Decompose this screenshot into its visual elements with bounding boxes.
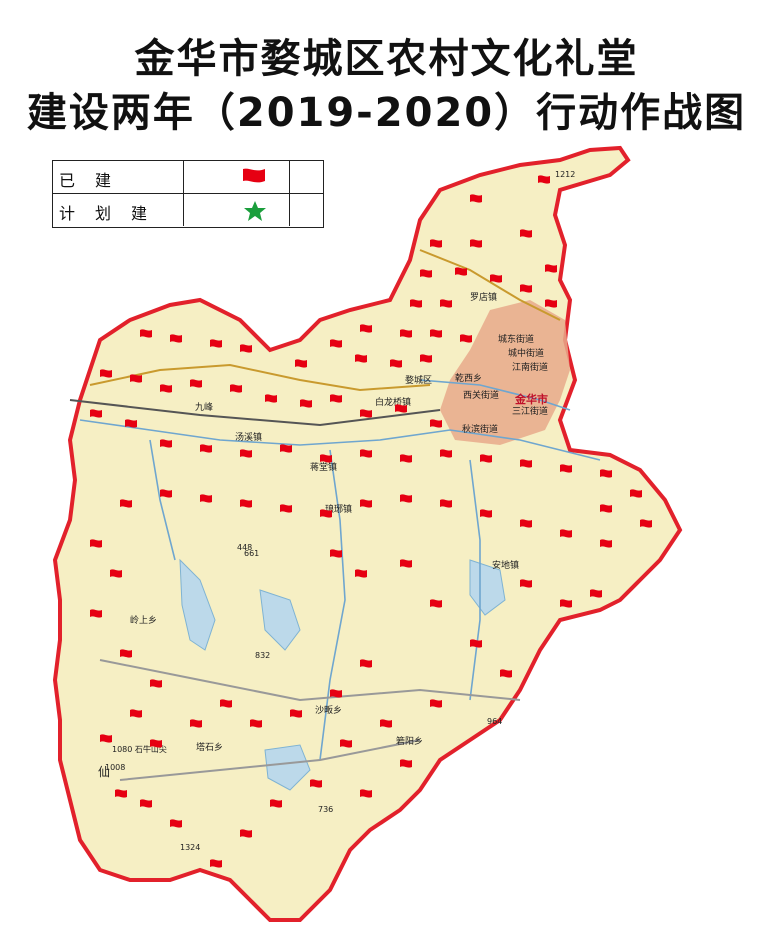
label-xiguan: 西关街道 — [463, 389, 499, 401]
water-bodies — [179, 558, 506, 791]
label-bailong: 白龙桥镇 — [375, 396, 411, 408]
red-flag-icon — [243, 168, 265, 183]
map-legend: 已建 计划建 — [52, 160, 324, 228]
legend-row-built: 已建 — [53, 161, 323, 194]
label-sanjiang: 三江街道 — [512, 405, 548, 417]
label-lingshang: 岭上乡 — [130, 614, 157, 626]
river-lines — [79, 379, 601, 761]
label-elev-448: 448 — [237, 543, 252, 552]
label-qiubin: 秋滨街道 — [462, 423, 498, 435]
label-wucheng-district: 婺城区 — [405, 375, 432, 386]
green-star-icon — [244, 201, 266, 221]
legend-divider — [183, 161, 184, 193]
label-tashi: 塔石乡 — [196, 741, 223, 753]
label-ganxi: 乾西乡 — [455, 372, 482, 384]
label-jiangnan: 江南街道 — [512, 361, 548, 373]
label-tangxi: 汤溪镇 — [235, 431, 262, 443]
label-elev-1212: 1212 — [555, 170, 575, 179]
label-anmin: 安地镇 — [492, 559, 519, 571]
label-chengzhong: 城中街道 — [508, 347, 544, 359]
label-mengyuan: 蒋堂镇 — [310, 461, 337, 473]
label-jiulong: 九峰 — [195, 402, 213, 413]
road-lines — [69, 249, 561, 781]
label-elev-1080: 1080 石牛山尖 — [112, 744, 167, 754]
legend-divider — [289, 161, 290, 193]
label-elev-1008: 1008 — [105, 763, 125, 772]
map-title-line-2: 建设两年（2019-2020）行动作战图 — [26, 90, 747, 136]
legend-label-built: 已建 — [59, 171, 132, 190]
label-elev-736: 736 — [318, 805, 333, 814]
label-shafan: 沙畈乡 — [315, 704, 342, 716]
label-elev-964: 964 — [487, 717, 502, 726]
label-jianfeng: 箬阳乡 — [396, 735, 423, 747]
map-title-line-1: 金华市婺城区农村文化礼堂 — [134, 36, 639, 82]
label-luodian: 罗店镇 — [470, 291, 497, 303]
label-elev-661: 661 — [244, 549, 259, 558]
label-xian: 仙 — [98, 765, 110, 779]
legend-divider — [289, 194, 290, 226]
legend-row-planned: 计划建 — [53, 194, 323, 226]
label-chengdong: 城东街道 — [498, 333, 534, 345]
urban-area — [440, 300, 570, 445]
legend-divider — [183, 194, 184, 226]
legend-label-planned: 计划建 — [59, 204, 168, 223]
label-elev-832: 832 — [255, 651, 270, 660]
label-elev-1324: 1324 — [180, 843, 200, 852]
label-jinhua-city: 金华市 — [514, 392, 548, 406]
